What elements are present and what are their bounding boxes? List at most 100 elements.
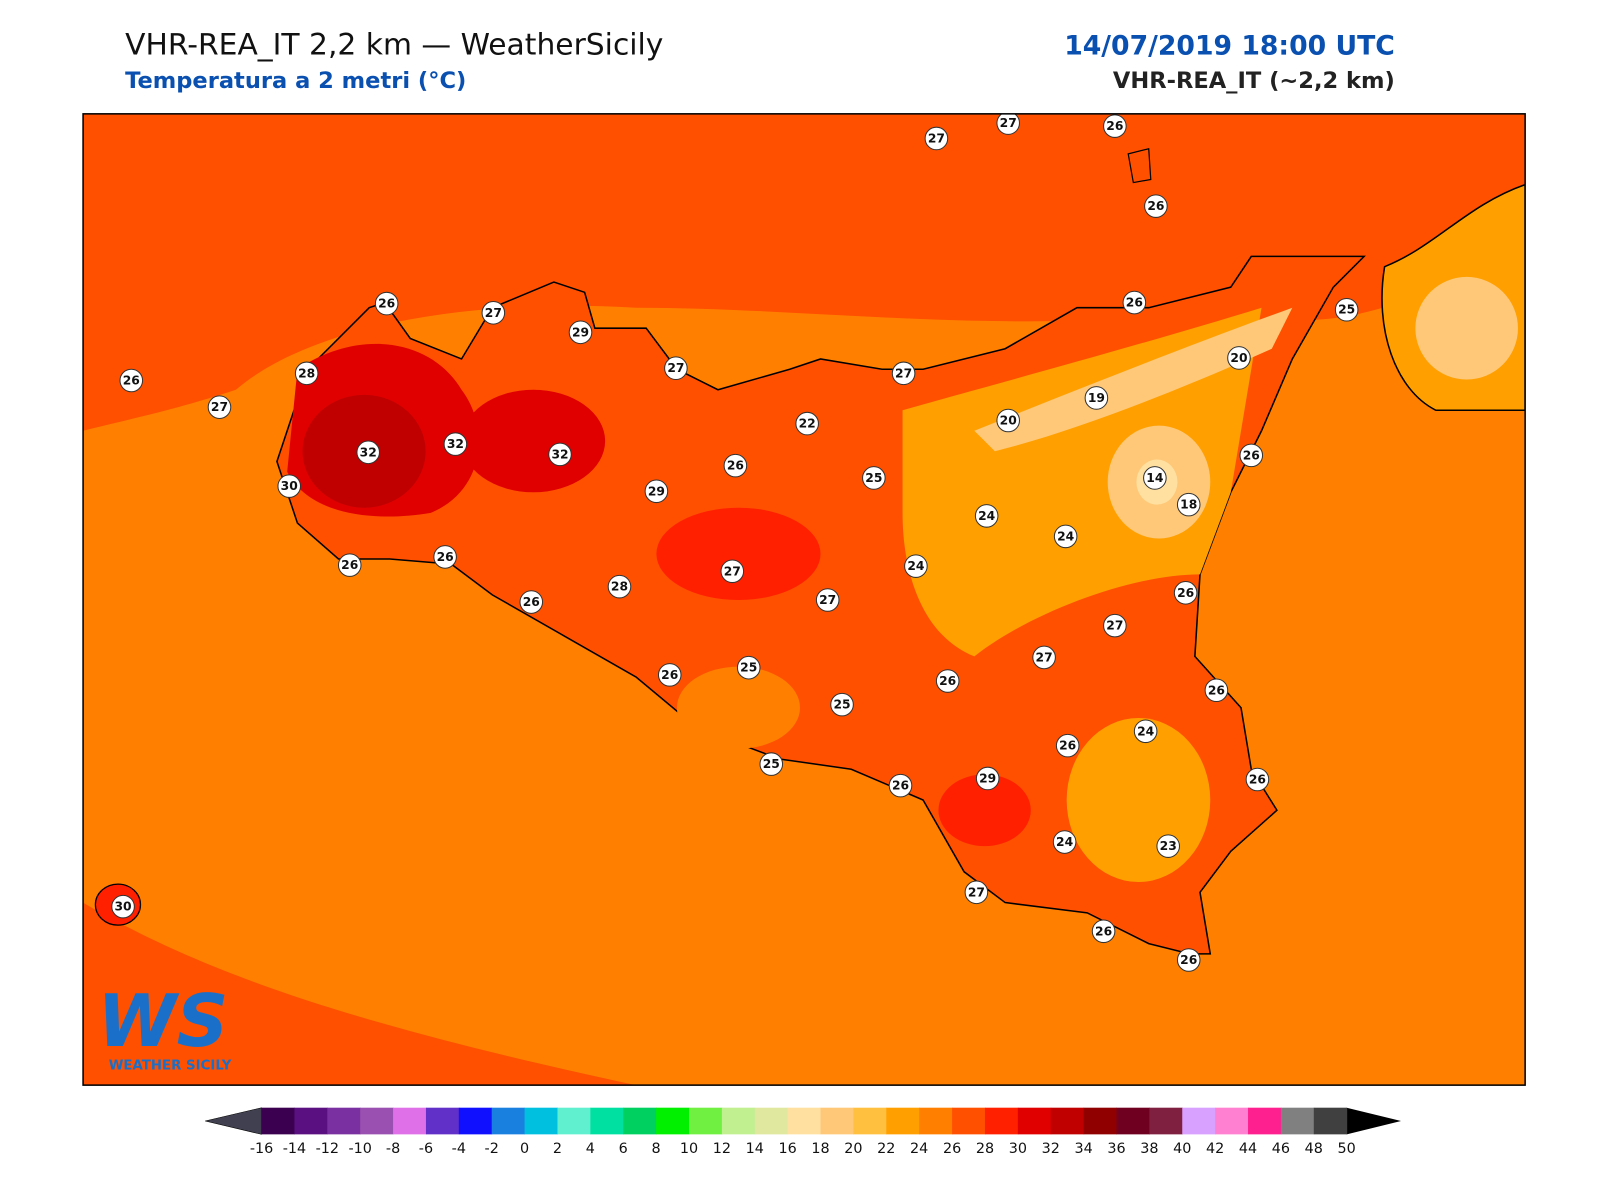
station: 26 bbox=[519, 590, 544, 614]
station-value: 32 bbox=[447, 437, 464, 451]
station-marker bbox=[795, 411, 819, 436]
contour bbox=[461, 389, 606, 493]
colorbar-tick-label: 30 bbox=[1009, 1141, 1027, 1157]
station: 26 bbox=[723, 453, 748, 478]
station-marker bbox=[1143, 466, 1167, 490]
colorbar-box bbox=[1116, 1107, 1150, 1135]
station: 26 bbox=[1103, 114, 1127, 138]
station-marker bbox=[657, 663, 682, 687]
station-value: 27 bbox=[667, 361, 684, 375]
station-value: 24 bbox=[1056, 835, 1073, 849]
station: 25 bbox=[862, 466, 886, 490]
station-marker bbox=[862, 466, 886, 490]
station-value: 27 bbox=[928, 131, 945, 145]
station-value: 26 bbox=[341, 558, 358, 572]
station: 29 bbox=[568, 320, 593, 345]
colorbar-tick-label: 2 bbox=[553, 1141, 562, 1157]
colorbar-box bbox=[1149, 1107, 1183, 1135]
station-value: 28 bbox=[298, 366, 315, 380]
colorbar-tick-label: -16 bbox=[250, 1141, 273, 1157]
colorbar-box bbox=[360, 1107, 394, 1135]
station-value: 24 bbox=[978, 509, 995, 523]
sea-warm bbox=[83, 113, 1526, 431]
colorbar-box bbox=[1182, 1107, 1216, 1135]
station-value: 26 bbox=[892, 779, 909, 793]
colorbar-box bbox=[1215, 1107, 1249, 1135]
colorbar-box bbox=[327, 1107, 361, 1135]
station-marker bbox=[481, 301, 506, 325]
station-marker bbox=[519, 590, 544, 614]
station-value: 20 bbox=[1000, 414, 1017, 428]
colorbar-box bbox=[886, 1107, 920, 1135]
station: 25 bbox=[830, 692, 854, 717]
logo-text: Weather Sicily bbox=[109, 1059, 232, 1074]
station-value: 27 bbox=[724, 564, 741, 578]
station-marker bbox=[996, 408, 1020, 433]
colorbar-tick-label: 50 bbox=[1338, 1141, 1356, 1157]
colorbar-box bbox=[1313, 1107, 1348, 1135]
station: 30 bbox=[111, 894, 135, 919]
station: 19 bbox=[1084, 386, 1109, 410]
colorbar-box bbox=[984, 1107, 1019, 1135]
station: 26 bbox=[337, 553, 362, 577]
station: 26 bbox=[1144, 194, 1168, 218]
station-value: 20 bbox=[1230, 351, 1247, 365]
station-value: 26 bbox=[123, 374, 140, 388]
station-marker bbox=[1156, 834, 1180, 858]
colorbar-box bbox=[820, 1107, 854, 1135]
station-value: 32 bbox=[551, 447, 568, 461]
station: 26 bbox=[935, 669, 960, 693]
station: 32 bbox=[443, 432, 468, 456]
station-marker bbox=[1334, 297, 1359, 322]
station-value: 26 bbox=[1243, 448, 1260, 462]
station-value: 25 bbox=[740, 661, 757, 675]
colorbar-box bbox=[721, 1107, 756, 1135]
station-marker bbox=[207, 395, 232, 419]
station-value: 27 bbox=[1036, 650, 1053, 664]
station-value: 26 bbox=[378, 297, 395, 311]
station-marker bbox=[664, 356, 688, 380]
station: 24 bbox=[1052, 830, 1077, 854]
station-value: 24 bbox=[1137, 724, 1154, 738]
station-marker bbox=[1176, 948, 1201, 972]
colorbar-box bbox=[491, 1107, 526, 1135]
station: 26 bbox=[1245, 767, 1270, 792]
colorbar-box bbox=[557, 1107, 591, 1135]
contour bbox=[974, 307, 1293, 452]
station-value: 27 bbox=[211, 400, 228, 414]
station: 27 bbox=[891, 361, 916, 386]
colorbar-tick-label: 42 bbox=[1206, 1141, 1224, 1157]
colorbar-tick-label: 22 bbox=[877, 1141, 895, 1157]
station-marker bbox=[975, 766, 1000, 791]
station: 24 bbox=[1053, 524, 1078, 549]
station-marker bbox=[443, 432, 468, 456]
colorbar-box bbox=[261, 1107, 295, 1135]
station: 26 bbox=[1204, 678, 1229, 703]
station: 27 bbox=[720, 559, 745, 584]
station: 26 bbox=[657, 663, 682, 687]
station: 26 bbox=[1173, 581, 1198, 605]
colorbar-tick-label: 48 bbox=[1305, 1141, 1323, 1157]
colorbar-tick-label: 36 bbox=[1107, 1141, 1125, 1157]
station-value: 27 bbox=[895, 366, 912, 380]
station-marker bbox=[607, 574, 632, 599]
colorbar-box bbox=[689, 1107, 723, 1135]
station-value: 29 bbox=[648, 484, 665, 498]
station-value: 26 bbox=[661, 668, 678, 682]
colorbar-tick-label: -2 bbox=[485, 1141, 499, 1157]
station: 29 bbox=[975, 766, 1000, 791]
station-marker bbox=[1103, 114, 1127, 138]
colorbar-tick-label: 14 bbox=[746, 1141, 764, 1157]
station-marker bbox=[1032, 645, 1056, 670]
station-value: 23 bbox=[1160, 839, 1177, 853]
colorbar-tick-label: 10 bbox=[680, 1141, 698, 1157]
station-marker bbox=[111, 894, 135, 919]
colorbar-box bbox=[787, 1107, 822, 1135]
colorbar-tick-label: 12 bbox=[713, 1141, 731, 1157]
colorbar-box bbox=[1280, 1107, 1315, 1135]
station-value: 32 bbox=[360, 445, 377, 459]
station-marker bbox=[720, 559, 745, 584]
colorbar-tick-label: 44 bbox=[1239, 1141, 1257, 1157]
colorbar-under bbox=[205, 1107, 262, 1135]
